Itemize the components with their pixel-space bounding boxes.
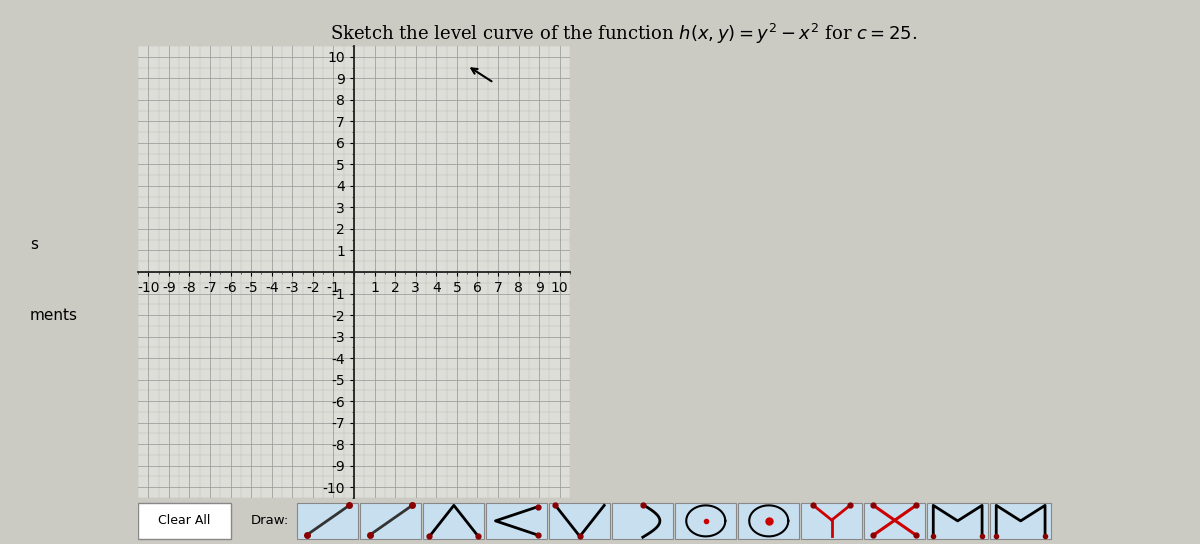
FancyBboxPatch shape [612,503,673,539]
Text: Sketch the level curve of the function $h(x, y) = y^2 - x^2$ for $c = 25$.: Sketch the level curve of the function $… [330,22,918,46]
FancyBboxPatch shape [928,503,988,539]
FancyBboxPatch shape [298,503,359,539]
FancyBboxPatch shape [738,503,799,539]
FancyBboxPatch shape [676,503,737,539]
FancyBboxPatch shape [424,503,485,539]
Text: ments: ments [30,308,78,323]
FancyBboxPatch shape [360,503,421,539]
FancyBboxPatch shape [864,503,925,539]
FancyBboxPatch shape [486,503,547,539]
FancyBboxPatch shape [990,503,1051,539]
FancyBboxPatch shape [802,503,863,539]
Text: s: s [30,237,38,252]
FancyBboxPatch shape [138,503,232,539]
Text: Clear All: Clear All [158,514,210,527]
FancyBboxPatch shape [550,503,611,539]
Text: Draw:: Draw: [251,514,289,527]
